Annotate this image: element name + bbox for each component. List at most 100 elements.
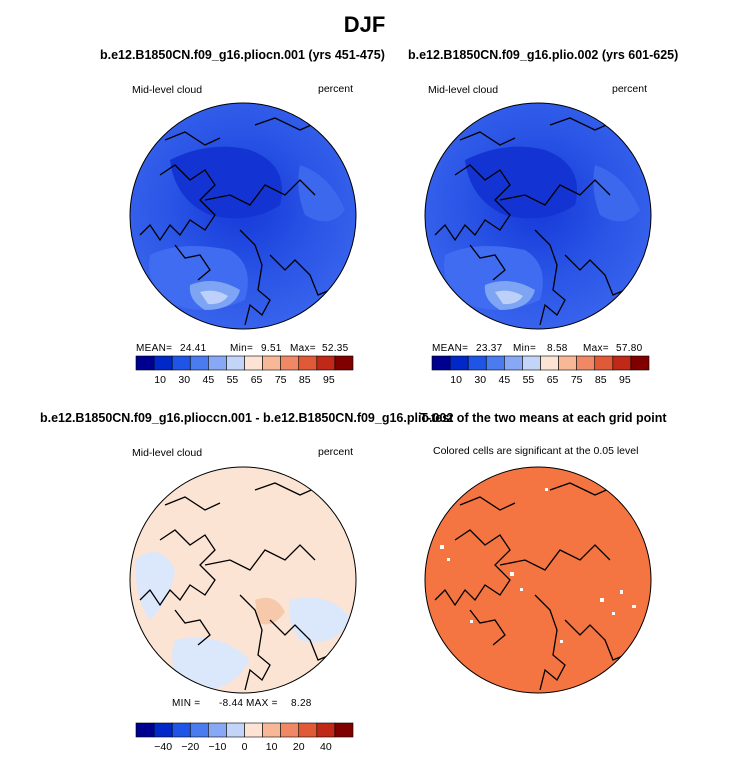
colorbar-panel-2-tick-label-3: 55 <box>523 374 535 386</box>
colorbar-panel-2-tick-label-0: 10 <box>450 374 462 386</box>
colorbar-panel-1-tick-label-0: 10 <box>154 374 166 386</box>
colorbar-panel-2-tick-label-1: 30 <box>474 374 486 386</box>
colorbar-panel-3-swatch-4 <box>208 722 227 738</box>
panel-4-subtitle: Colored cells are significant at the 0.0… <box>433 445 639 457</box>
panel-3-right-label: percent <box>318 446 354 458</box>
panel-2-min: 8.58 <box>547 343 568 354</box>
colorbar-panel-3-tick-label-2: −10 <box>208 741 226 753</box>
panel-1-max: 52.35 <box>322 343 349 354</box>
panel-2-mean-label: MEAN= <box>432 343 469 354</box>
colorbar-panel-3: −40 −20 −10 0 10 20 40 <box>135 722 354 753</box>
panel-4-title: T-test of the two means at each grid poi… <box>420 411 667 425</box>
map-panel-1 <box>129 102 357 330</box>
panel-2-max: 57.80 <box>616 343 643 354</box>
panel-1-mean-label: MEAN= <box>136 343 173 354</box>
colorbar-panel-1-tick-label-7: 95 <box>323 374 335 386</box>
panel-3-cool-region-south <box>172 637 250 691</box>
panel-2-max-label: Max= <box>583 343 609 354</box>
colorbar-panel-1-swatch-2 <box>171 355 191 371</box>
panel-1-mean: 24.41 <box>180 343 207 354</box>
panel-1-boundary <box>129 102 357 330</box>
colorbar-panel-3-swatch-10 <box>316 722 336 738</box>
panel-2-title: b.e12.B1850CN.f09_g16.plio.002 (yrs 601-… <box>408 48 679 62</box>
colorbar-panel-3-tick-label-3: 0 <box>242 741 248 753</box>
colorbar-panel-2-swatch-2 <box>467 355 487 371</box>
panel-3-min-label: MIN = <box>172 698 201 709</box>
colorbar-panel-1-swatch-7 <box>262 355 281 371</box>
panel-3-title: b.e12.B1850CN.f09_g16.plioccn.001 - b.e1… <box>40 411 454 425</box>
panel-4-field <box>425 467 651 693</box>
panel-1-title: b.e12.B1850CN.f09_g16.pliocn.001 (yrs 45… <box>100 48 385 62</box>
colorbar-panel-1-swatch-3 <box>189 355 209 371</box>
colorbar-panel-2-swatch-4 <box>504 355 523 371</box>
colorbar-panel-2-swatch-0 <box>431 355 451 371</box>
map-panel-4 <box>424 466 652 694</box>
colorbar-panel-1-swatch-4 <box>208 355 227 371</box>
panel-1-right-label: percent <box>318 83 354 95</box>
colorbar-panel-1-tick-label-1: 30 <box>178 374 190 386</box>
panel-1-min: 9.51 <box>261 343 282 354</box>
colorbar-panel-3-tick-label-0: −40 <box>154 741 172 753</box>
colorbar-panel-3-swatch-9 <box>298 722 318 738</box>
panel-3-cool-region-west <box>135 552 175 620</box>
colorbar-panel-2-swatch-6 <box>540 355 559 371</box>
panel-4-boundary <box>424 466 652 694</box>
colorbar-panel-2-swatch-10 <box>612 355 632 371</box>
colorbar-panel-1-tick-label-5: 75 <box>275 374 287 386</box>
panel-2-right-label: percent <box>612 83 648 95</box>
colorbar-panel-3-swatch-5 <box>226 722 245 738</box>
colorbar-panel-2-tick-label-4: 65 <box>547 374 559 386</box>
colorbar-panel-1-tick-label-6: 85 <box>299 374 311 386</box>
panel-2-peak-cloud-region <box>495 290 523 305</box>
panel-2-min-label: Min= <box>513 343 537 354</box>
colorbar-panel-1-tick-label-3: 55 <box>227 374 239 386</box>
colorbar-panel-2-swatch-1 <box>449 355 469 371</box>
colorbar-panel-3-swatch-7 <box>262 722 281 738</box>
colorbar-panel-1-swatch-1 <box>153 355 173 371</box>
colorbar-panel-2-tick-label-7: 95 <box>619 374 631 386</box>
colorbar-panel-3-swatch-1 <box>153 722 173 738</box>
colorbar-panel-1: 10 30 45 55 65 75 85 95 <box>135 355 354 386</box>
colorbar-panel-3-tick-label-1: −20 <box>181 741 199 753</box>
colorbar-panel-1-swatch-8 <box>280 355 300 371</box>
panel-2-left-label: Mid-level cloud <box>428 84 499 96</box>
panel-2-coastlines <box>434 117 631 326</box>
panel-1-left-label: Mid-level cloud <box>132 84 203 96</box>
colorbar-panel-3-swatch-0 <box>135 722 155 738</box>
colorbar-panel-1-swatch-6 <box>244 355 263 371</box>
colorbar-panel-1-swatch-5 <box>226 355 245 371</box>
colorbar-panel-2-swatch-9 <box>594 355 614 371</box>
panel-3-max-label: MAX = <box>246 698 278 709</box>
colorbar-panel-1-swatch-0 <box>135 355 155 371</box>
colorbar-panel-3-swatch-8 <box>280 722 300 738</box>
colorbar-panel-2: 10 30 45 55 65 75 85 95 <box>431 355 650 386</box>
panel-1-peak-cloud-region <box>200 290 228 305</box>
panel-1-max-label: Max= <box>290 343 316 354</box>
colorbar-panel-3-swatch-6 <box>244 722 263 738</box>
colorbar-panel-2-swatch-7 <box>558 355 577 371</box>
panel-3-coastlines <box>139 482 336 691</box>
panel-2-boundary <box>424 102 652 330</box>
colorbar-panel-3-tick-label-5: 20 <box>293 741 305 753</box>
colorbar-panel-1-swatch-11 <box>334 355 354 371</box>
colorbar-panel-3-swatch-3 <box>189 722 209 738</box>
panel-3-max: 8.28 <box>291 698 312 709</box>
panel-2-east-region <box>593 165 640 222</box>
panel-1-east-region <box>298 165 345 222</box>
figure-title: DJF <box>343 12 386 37</box>
panel-3-left-label: Mid-level cloud <box>132 447 203 459</box>
colorbar-panel-2-swatch-5 <box>522 355 541 371</box>
panel-2-mean: 23.37 <box>476 343 503 354</box>
colorbar-panel-2-swatch-11 <box>630 355 650 371</box>
colorbar-panel-2-swatch-3 <box>485 355 505 371</box>
colorbar-panel-1-swatch-10 <box>316 355 336 371</box>
panel-3-warm-region <box>255 597 285 625</box>
colorbar-panel-1-tick-label-4: 65 <box>251 374 263 386</box>
colorbar-panel-3-swatch-11 <box>334 722 354 738</box>
panel-3-boundary <box>129 466 357 694</box>
panel-4-nonsignificant-cells <box>440 488 636 643</box>
colorbar-panel-3-swatch-2 <box>171 722 191 738</box>
colorbar-panel-2-tick-label-6: 85 <box>595 374 607 386</box>
colorbar-panel-3-tick-label-6: 40 <box>320 741 332 753</box>
